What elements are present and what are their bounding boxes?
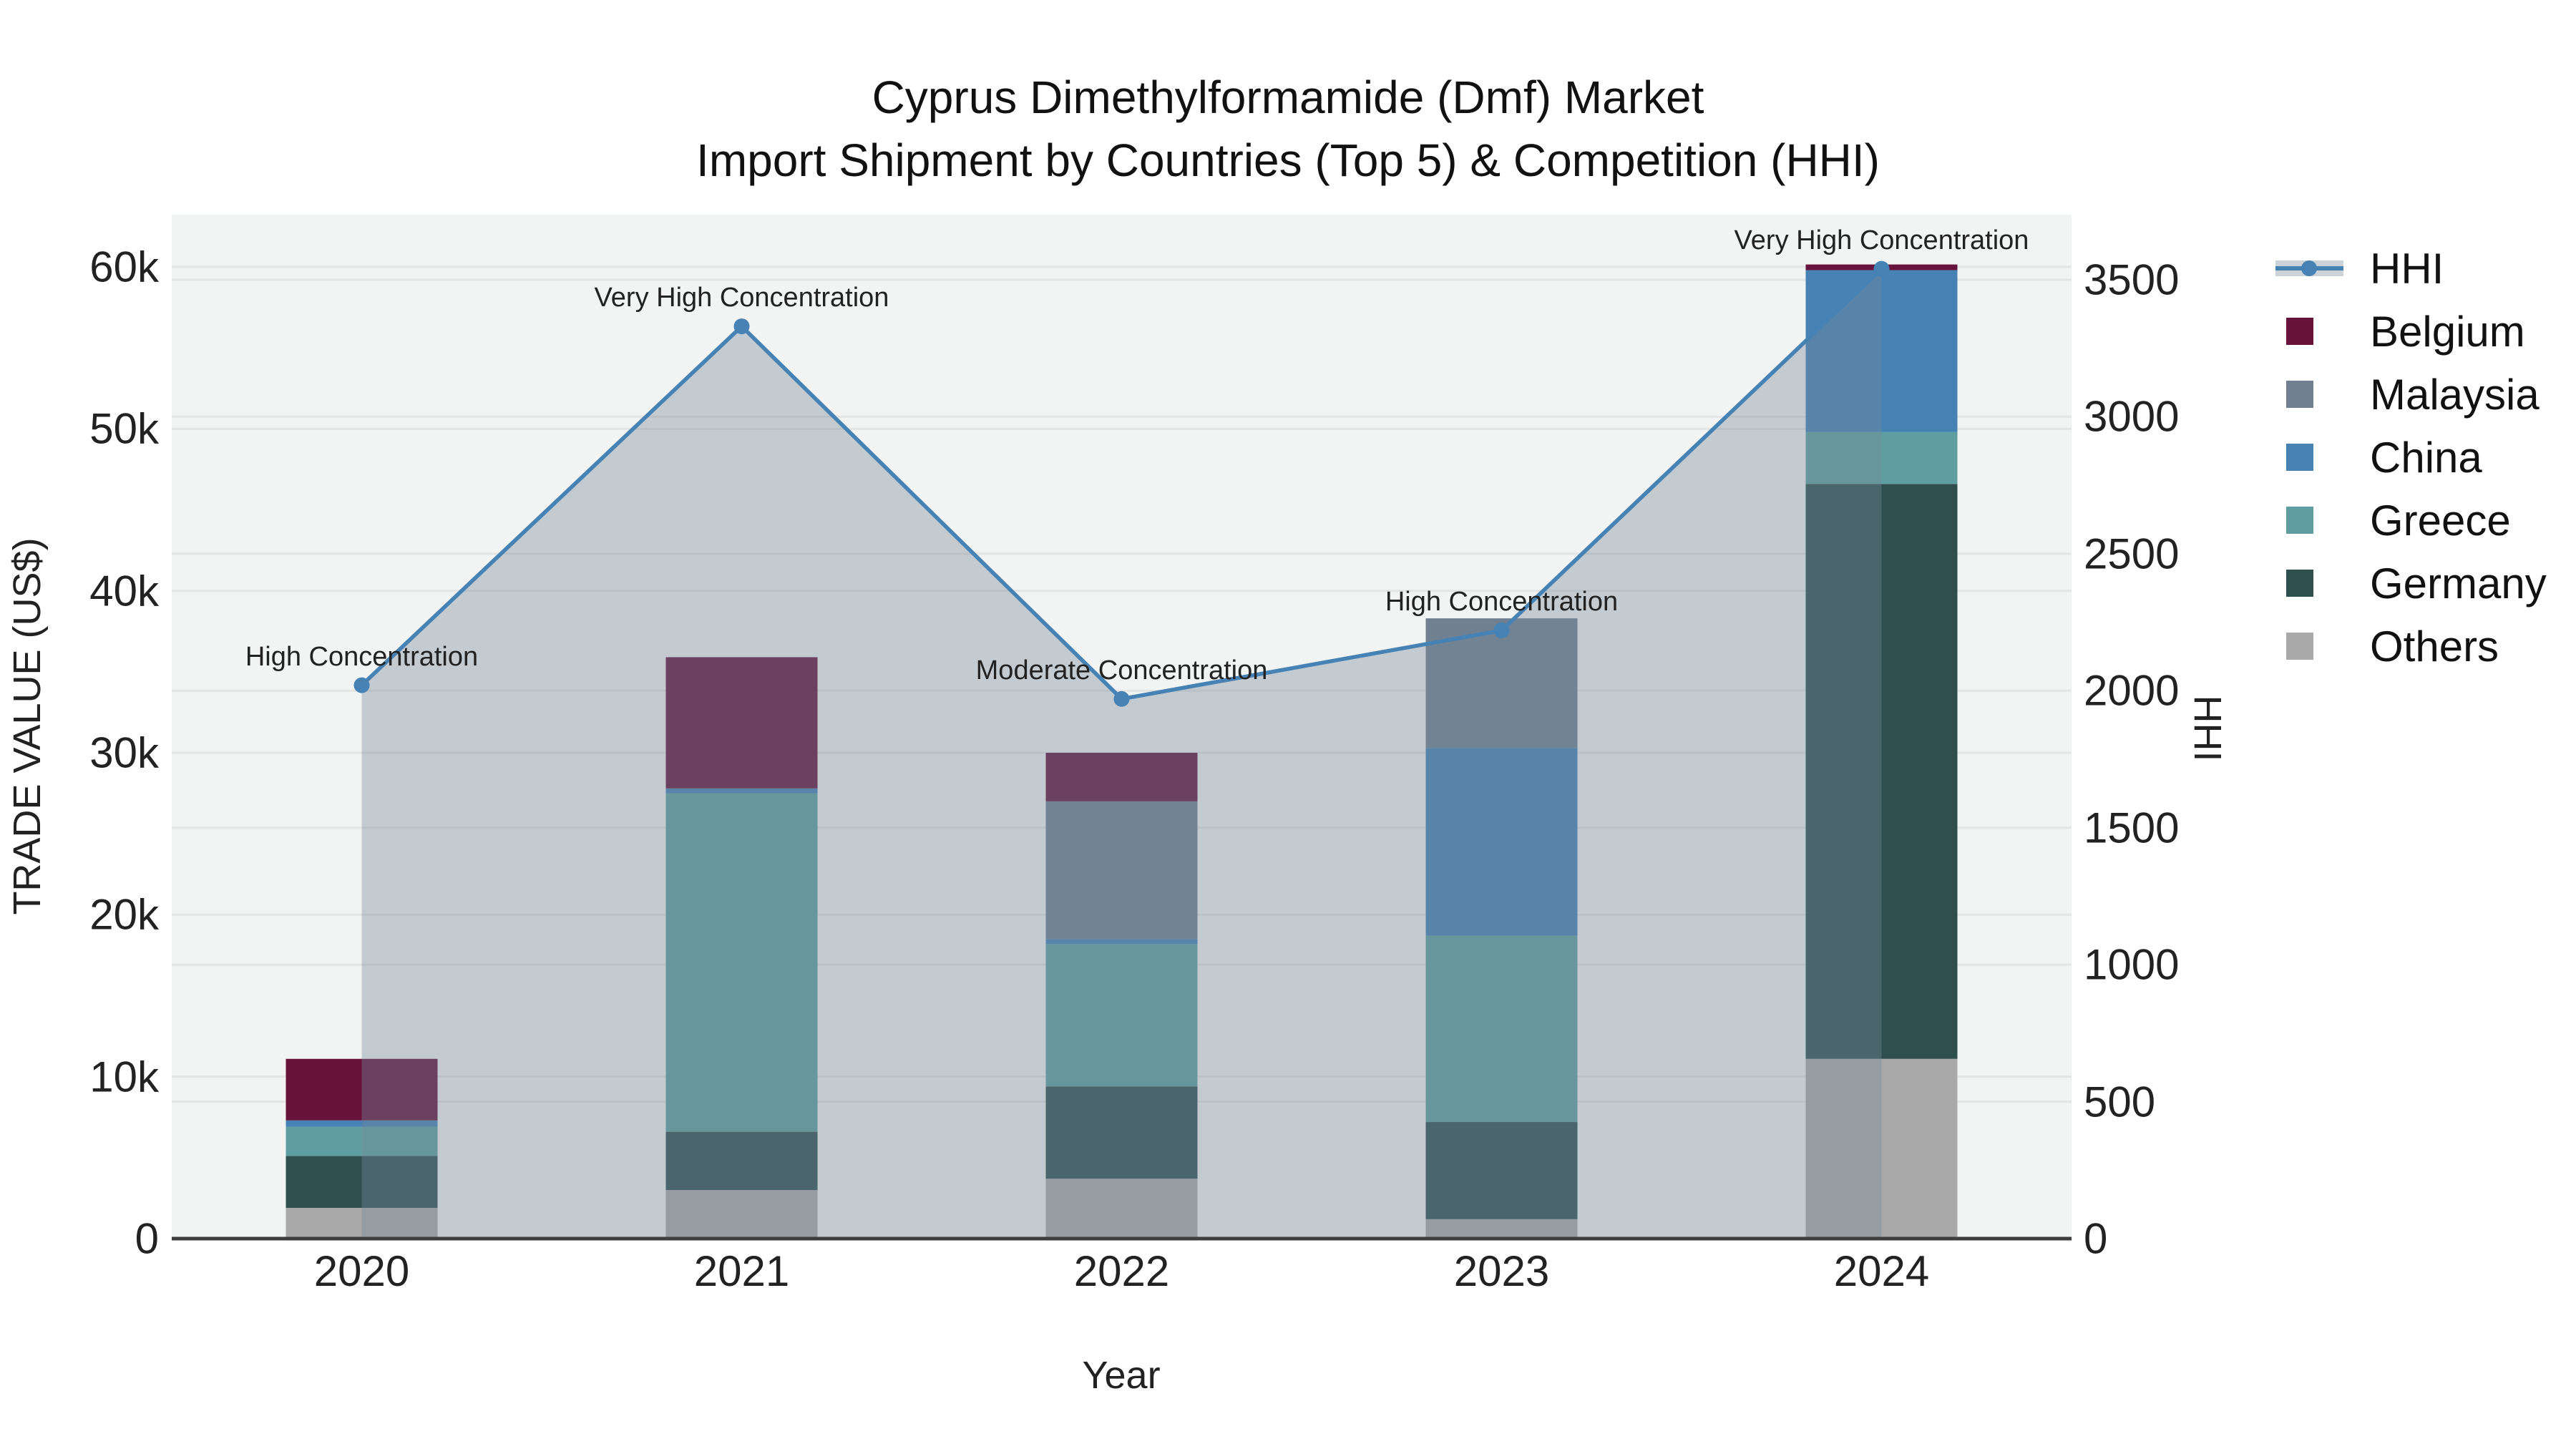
annotation-2024: Very High Concentration xyxy=(1734,225,2029,255)
legend-item-belgium[interactable]: Belgium xyxy=(2275,307,2547,356)
y-right-tick-1000: 1000 xyxy=(2084,940,2180,989)
bar-segment-2020-others[interactable] xyxy=(286,1207,438,1239)
y-right-tick-500: 500 xyxy=(2084,1078,2156,1126)
bar-segment-2022-others[interactable] xyxy=(1045,1179,1198,1239)
y-right-tick-2000: 2000 xyxy=(2084,666,2180,715)
legend-label-malaysia: Malaysia xyxy=(2370,370,2540,419)
legend-label-germany: Germany xyxy=(2370,559,2547,608)
legend-swatch-china-icon xyxy=(2286,444,2313,471)
bar-segment-2024-others[interactable] xyxy=(1805,1058,1958,1239)
bar-segment-2023-others[interactable] xyxy=(1425,1219,1578,1239)
y-left-tick-40k: 40k xyxy=(89,567,159,615)
annotation-2022: Moderate Concentration xyxy=(975,655,1268,686)
y-right-tick-0: 0 xyxy=(2084,1214,2108,1263)
legend-swatch-greece-icon xyxy=(2286,507,2313,534)
x-axis-title: Year xyxy=(1082,1354,1161,1397)
bar-segment-2021-others[interactable] xyxy=(665,1190,818,1239)
x-tick-2021: 2021 xyxy=(693,1247,790,1295)
legend-item-hhi[interactable]: HHI xyxy=(2275,244,2547,293)
hhi-marker-2023[interactable] xyxy=(1493,623,1510,639)
legend-swatch-germany-icon xyxy=(2286,570,2313,597)
y-left-tick-30k: 30k xyxy=(89,728,159,777)
y-left-tick-50k: 50k xyxy=(89,404,159,453)
legend-swatch-belgium-icon xyxy=(2286,318,2313,345)
bar-segment-2024-china[interactable] xyxy=(1805,270,1958,432)
legend-item-china[interactable]: China xyxy=(2275,433,2547,482)
y-right-tick-2500: 2500 xyxy=(2084,530,2180,578)
bar-segment-2020-greece[interactable] xyxy=(286,1126,438,1156)
y-left-tick-60k: 60k xyxy=(89,243,159,291)
bar-segment-2022-germany[interactable] xyxy=(1045,1086,1198,1179)
bar-segment-2021-germany[interactable] xyxy=(665,1131,818,1191)
hhi-marker-2020[interactable] xyxy=(353,677,370,693)
bar-segment-2020-china[interactable] xyxy=(286,1120,438,1127)
legend-item-others[interactable]: Others xyxy=(2275,622,2547,670)
x-tick-2024: 2024 xyxy=(1833,1247,1930,1295)
y-right-tick-3500: 3500 xyxy=(2084,255,2180,304)
legend-label-greece: Greece xyxy=(2370,496,2511,545)
bar-segment-2022-malaysia[interactable] xyxy=(1045,801,1198,940)
annotation-2020: High Concentration xyxy=(245,641,479,672)
y-left-tick-20k: 20k xyxy=(89,890,159,939)
y-axis-title-right: HHI xyxy=(2186,695,2229,762)
bar-segment-2020-germany[interactable] xyxy=(286,1156,438,1208)
legend-label-hhi: HHI xyxy=(2370,244,2444,293)
annotation-2021: Very High Concentration xyxy=(594,283,889,313)
x-tick-2022: 2022 xyxy=(1073,1247,1170,1295)
legend-item-germany[interactable]: Germany xyxy=(2275,559,2547,608)
hhi-marker-2024[interactable] xyxy=(1873,260,1890,277)
bar-segment-2021-greece[interactable] xyxy=(665,793,818,1132)
bar-segment-2022-china[interactable] xyxy=(1045,939,1198,945)
bar-segment-2023-germany[interactable] xyxy=(1425,1122,1578,1219)
legend-label-china: China xyxy=(2370,433,2482,482)
bar-segment-2020-belgium[interactable] xyxy=(286,1058,438,1121)
bar-segment-2021-belgium[interactable] xyxy=(665,657,818,789)
y-right-tick-3000: 3000 xyxy=(2084,392,2180,441)
legend-swatch-others-icon xyxy=(2286,633,2313,660)
y-left-tick-0: 0 xyxy=(135,1214,159,1263)
legend-swatch-malaysia-icon xyxy=(2286,381,2313,408)
hhi-swatch-part xyxy=(2301,260,2317,276)
bar-segment-2024-greece[interactable] xyxy=(1805,431,1958,484)
bar-segment-2023-greece[interactable] xyxy=(1425,935,1578,1123)
bar-segment-2022-belgium[interactable] xyxy=(1045,753,1198,801)
y-left-tick-10k: 10k xyxy=(89,1053,159,1101)
chart-title-line2: Import Shipment by Countries (Top 5) & C… xyxy=(696,135,1880,186)
legend-item-malaysia[interactable]: Malaysia xyxy=(2275,370,2547,419)
hhi-marker-2021[interactable] xyxy=(733,318,750,335)
bar-segment-2024-germany[interactable] xyxy=(1805,484,1958,1059)
hhi-area-fill xyxy=(361,268,1882,1239)
legend-item-greece[interactable]: Greece xyxy=(2275,496,2547,545)
hhi-marker-2022[interactable] xyxy=(1113,691,1130,707)
annotation-2023: High Concentration xyxy=(1385,587,1619,618)
hhi-line-swatch-icon xyxy=(2275,254,2343,283)
chart-title-line1: Cyprus Dimethylformamide (Dmf) Market xyxy=(872,72,1704,123)
bar-segment-2023-china[interactable] xyxy=(1425,748,1578,936)
y-axis-title-left: TRADE VALUE (US$) xyxy=(6,537,49,915)
bar-segment-2021-china[interactable] xyxy=(665,788,818,794)
x-tick-2023: 2023 xyxy=(1453,1247,1550,1295)
x-tick-2020: 2020 xyxy=(313,1247,410,1295)
y-right-tick-1500: 1500 xyxy=(2084,804,2180,852)
bar-segment-2022-greece[interactable] xyxy=(1045,944,1198,1087)
chart-title: Cyprus Dimethylformamide (Dmf) Market Im… xyxy=(0,66,2576,192)
legend: HHI Belgium Malaysia China Greece Germany Othe… xyxy=(2275,244,2547,670)
legend-label-belgium: Belgium xyxy=(2370,307,2525,356)
legend-label-others: Others xyxy=(2370,622,2499,670)
